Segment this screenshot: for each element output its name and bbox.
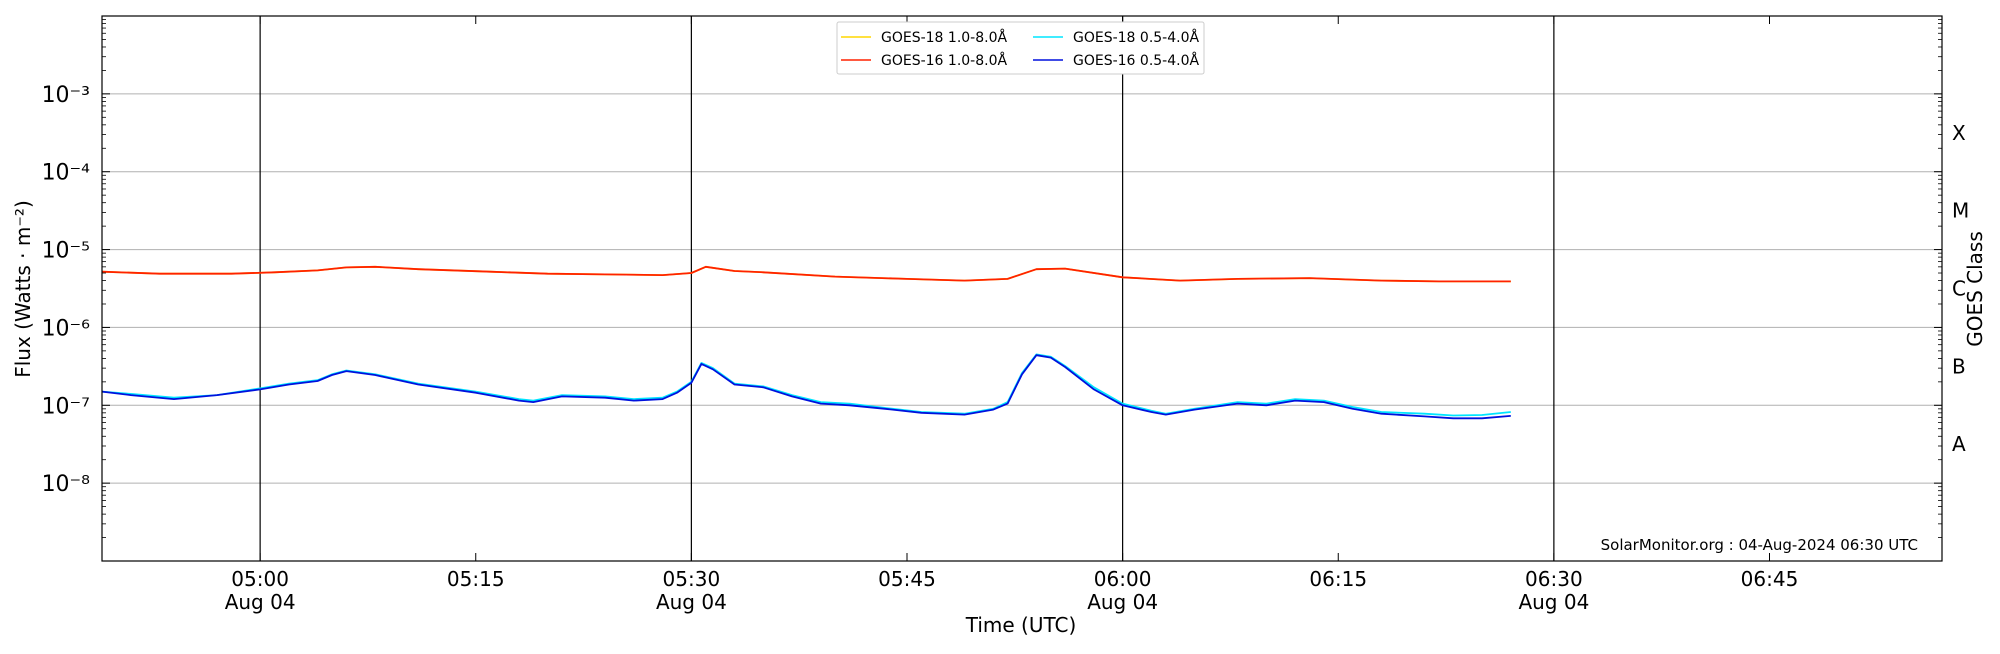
legend-label-goes18-long: GOES-18 1.0-8.0Å	[881, 29, 1007, 46]
x-tick-label: 05:15	[447, 567, 505, 591]
goes-class-label: M	[1952, 199, 1969, 223]
y-tick-label: 10⁻⁷	[42, 394, 90, 419]
y-tick-label: 10⁻³	[42, 83, 90, 108]
goes-class-label: A	[1952, 432, 1966, 456]
y-tick-label: 10⁻⁴	[42, 161, 91, 186]
goes-class-label: B	[1952, 354, 1966, 378]
x-tick-sublabel: Aug 04	[656, 590, 727, 614]
right-axis-label: GOES Class	[1963, 231, 1987, 347]
legend-label-goes16-long: GOES-16 1.0-8.0Å	[881, 52, 1007, 69]
series-line-2	[101, 353, 1511, 417]
grid-layer	[102, 93, 1942, 484]
legend: GOES-18 1.0-8.0Å GOES-16 1.0-8.0Å GOES-1…	[836, 21, 1205, 75]
goes-class-label: C	[1952, 277, 1966, 301]
x-tick-label: 05:45	[878, 567, 936, 591]
y-axis-label: Flux (Watts · m⁻²)	[11, 200, 35, 378]
x-tick-label: 06:15	[1309, 567, 1367, 591]
x-axis-label: Time (UTC)	[965, 613, 1077, 637]
x-tick-sublabel: Aug 04	[225, 590, 296, 614]
series-layer	[101, 265, 1511, 420]
series-line-1	[101, 265, 1511, 283]
goes-class-label: X	[1952, 121, 1966, 145]
x-tick-label: 06:45	[1741, 567, 1799, 591]
vertical-lines-layer	[259, 16, 1555, 561]
x-tick-label: 05:30	[663, 567, 721, 591]
goes-class-layer: A B C M X	[1952, 121, 1969, 456]
plot-frame	[101, 15, 1943, 562]
x-tick-label: 05:00	[231, 567, 289, 591]
y-ticks-layer: 10⁻⁸ 10⁻⁷ 10⁻⁶ 10⁻⁵ 10⁻⁴ 10⁻³	[42, 19, 1942, 538]
x-tick-sublabel: Aug 04	[1518, 590, 1589, 614]
y-tick-label: 10⁻⁸	[42, 472, 91, 497]
x-tick-label: 06:00	[1094, 567, 1152, 591]
x-tick-label: 06:30	[1525, 567, 1583, 591]
legend-box	[836, 21, 1205, 75]
legend-label-goes18-short: GOES-18 0.5-4.0Å	[1073, 29, 1199, 46]
x-tick-sublabel: Aug 04	[1087, 590, 1158, 614]
source-annotation: SolarMonitor.org : 04-Aug-2024 06:30 UTC	[1601, 536, 1918, 554]
y-tick-label: 10⁻⁵	[42, 239, 90, 264]
y-tick-label: 10⁻⁶	[42, 316, 91, 341]
legend-label-goes16-short: GOES-16 0.5-4.0Å	[1073, 52, 1199, 69]
series-line-3	[101, 354, 1511, 420]
